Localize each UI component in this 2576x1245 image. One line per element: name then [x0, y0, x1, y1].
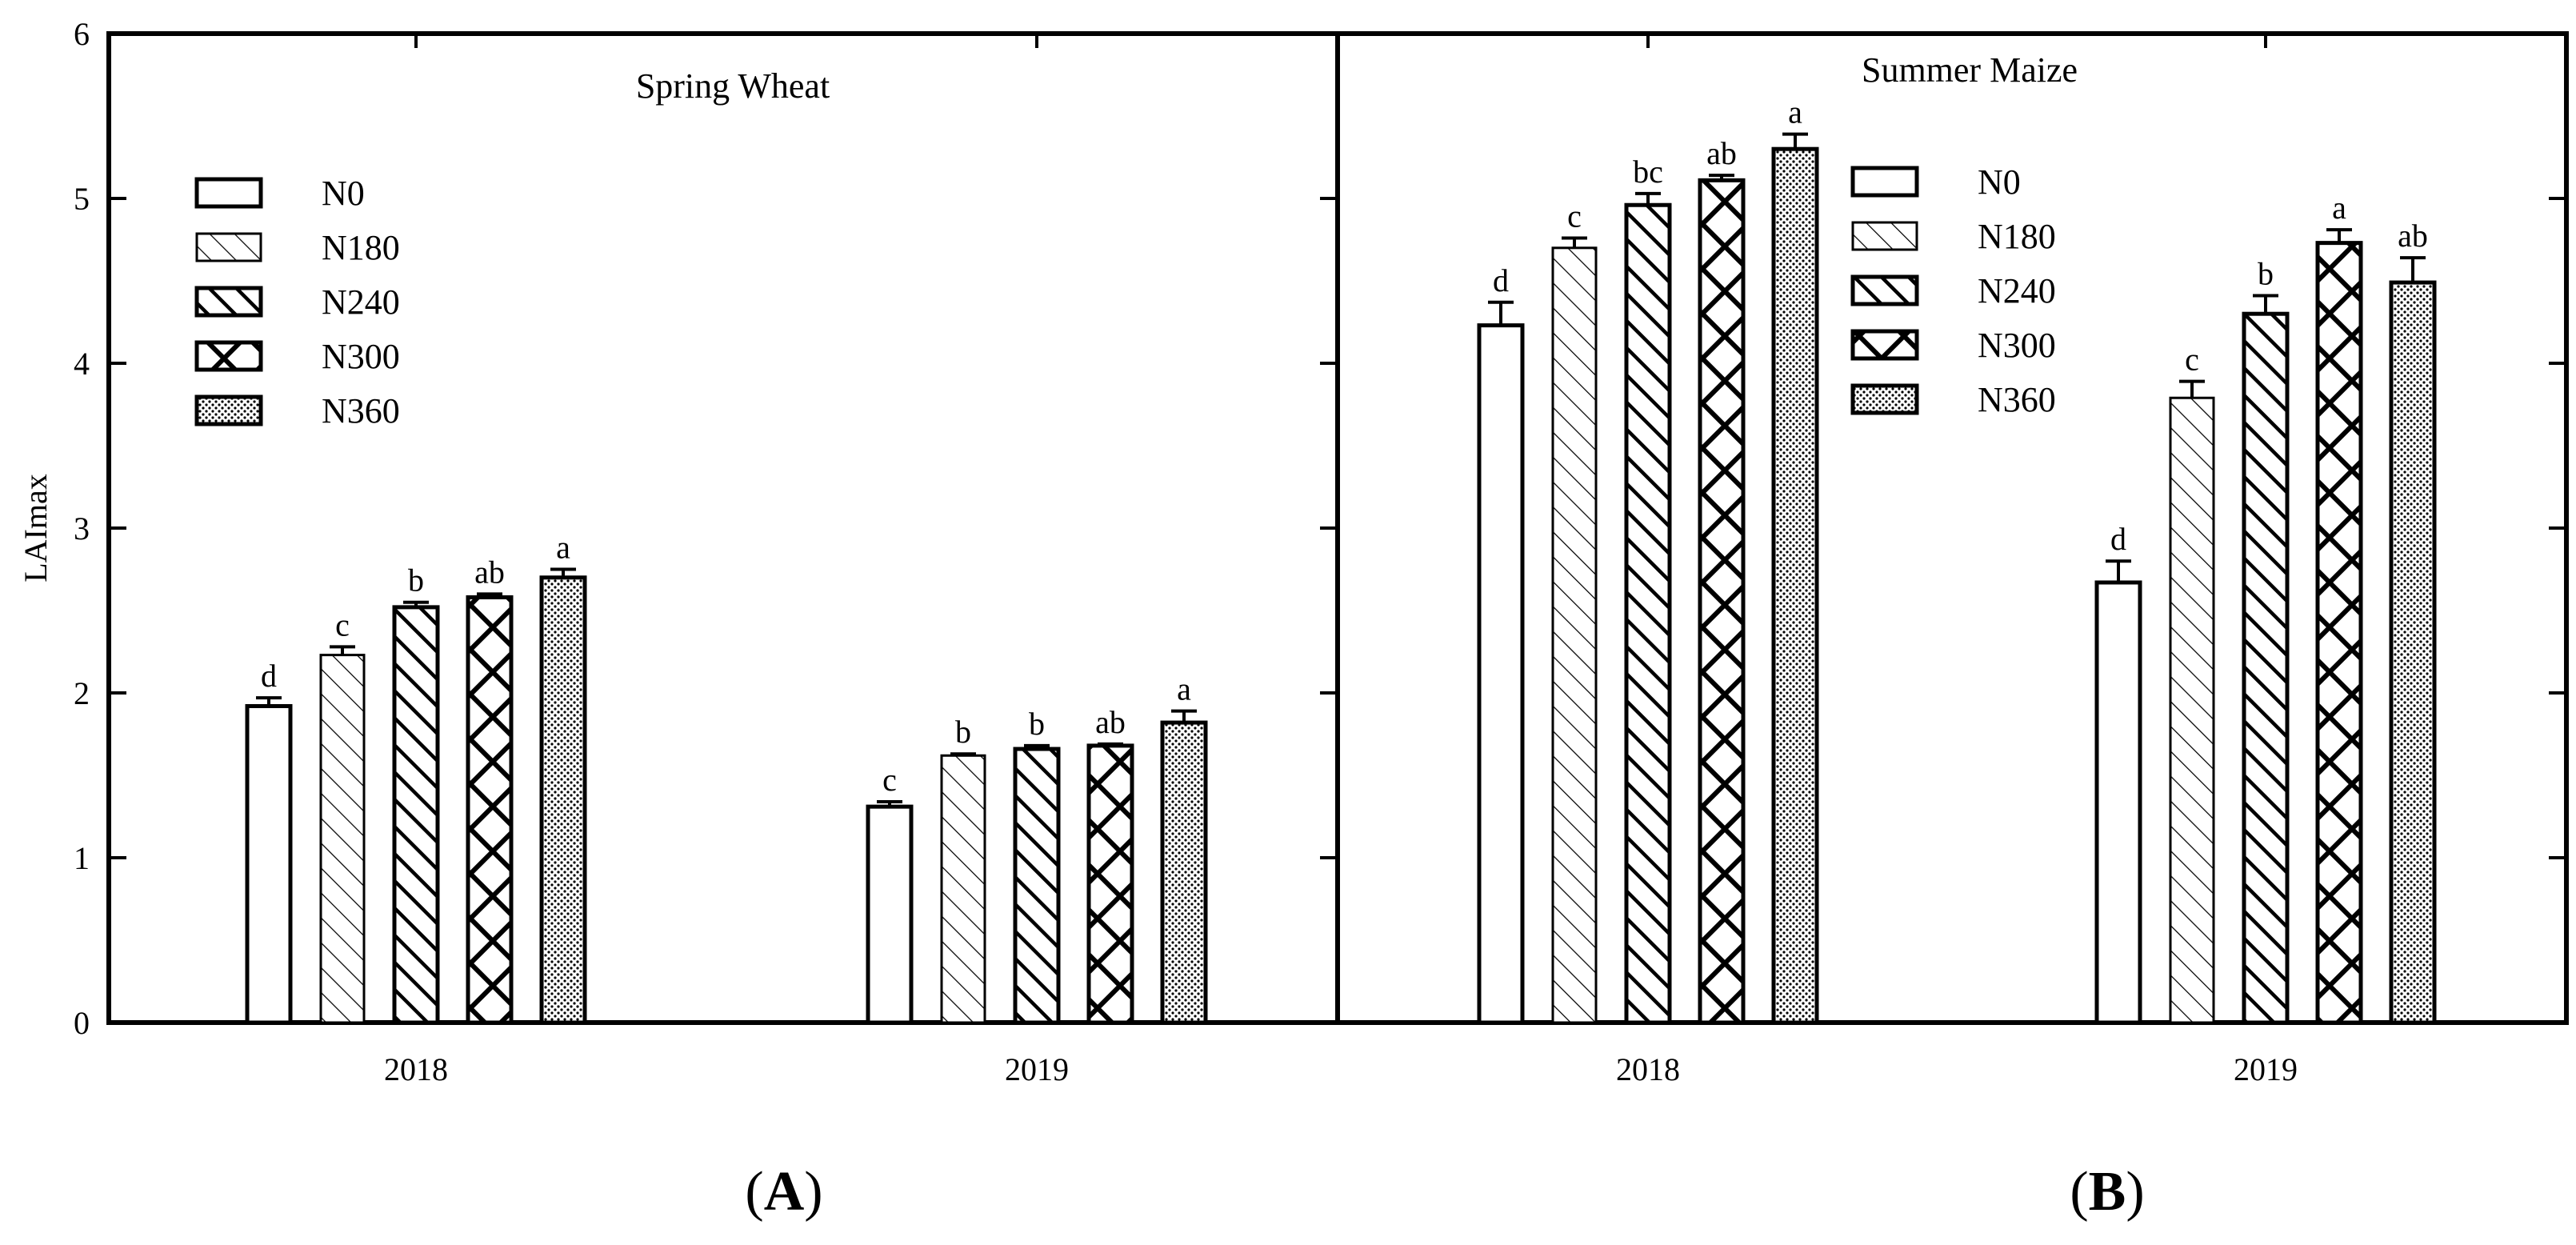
bar-n180-2019: [2169, 396, 2215, 1024]
legend-label-n300: N300: [322, 337, 400, 376]
panel-a-frame: [106, 31, 1340, 1025]
bar-n240-2019: [2242, 311, 2290, 1025]
significance-label: ab: [474, 554, 505, 590]
legend-label-n360: N360: [322, 391, 400, 430]
x-category-label: 2018: [1616, 1051, 1680, 1087]
bar-n0-2019: [2094, 580, 2142, 1025]
significance-label: c: [1567, 198, 1582, 234]
significance-label: d: [261, 658, 277, 694]
bar-n360-2019: [2389, 280, 2437, 1025]
y-tick-label: 6: [74, 16, 90, 52]
significance-label: a: [1788, 94, 1802, 130]
y-tick-label: 1: [74, 840, 90, 876]
legend-label-n180: N180: [322, 228, 400, 267]
significance-label: ab: [1095, 704, 1126, 740]
legend-label-n240: N240: [1978, 271, 2056, 310]
panel-b-title: Summer Maize: [1862, 50, 2078, 90]
x-category-label: 2019: [2234, 1051, 2298, 1087]
legend-swatch-n180: [1851, 221, 1918, 251]
y-axis-label: LAImax: [18, 474, 54, 582]
bar-n300-2018: [1698, 178, 1746, 1025]
significance-label: b: [408, 562, 424, 598]
legend-label-n0: N0: [1978, 162, 2021, 202]
significance-label: c: [882, 762, 897, 798]
panel-b-caption: (B): [2070, 1161, 2144, 1223]
y-tick-label: 5: [74, 181, 90, 217]
panel-b-legend: N0 N180 N240 N300 N360: [1850, 162, 2056, 419]
panel-a-bars: 2018 d c b ab a 2019 c b b ab a: [245, 34, 1208, 1087]
significance-label: a: [1177, 671, 1191, 707]
significance-label: c: [335, 606, 350, 643]
legend-swatch-n0: [1850, 166, 1919, 198]
significance-label: ab: [2398, 218, 2428, 254]
bar-n240-2018: [392, 605, 440, 1025]
bar-n180-2019: [940, 754, 986, 1024]
bar-n300-2019: [2315, 241, 2363, 1025]
bar-n0-2018: [1477, 323, 1525, 1025]
legend-label-n240: N240: [322, 282, 400, 322]
legend-swatch-n0: [194, 177, 263, 209]
legend-swatch-n180: [195, 232, 262, 262]
legend-label-n300: N300: [1978, 326, 2056, 365]
bar-n300-2019: [1086, 743, 1134, 1025]
legend-swatch-n360: [1850, 383, 1919, 415]
significance-label: a: [556, 530, 570, 566]
panel-a-caption: (A): [745, 1161, 822, 1223]
bar-n360-2018: [539, 575, 587, 1025]
y-axis: 0 1 2 3 4 5 6: [74, 16, 2566, 1041]
y-tick-label: 0: [74, 1005, 90, 1041]
bar-n360-2019: [1160, 720, 1208, 1025]
significance-label: d: [2110, 521, 2126, 557]
significance-label: ab: [1706, 135, 1737, 171]
y-tick-label: 4: [74, 346, 90, 382]
bar-n360-2018: [1771, 146, 1819, 1025]
legend-swatch-n360: [194, 394, 263, 426]
significance-label: b: [1029, 706, 1045, 742]
significance-label: c: [2185, 342, 2199, 378]
legend-label-n360: N360: [1978, 380, 2056, 419]
bar-n240-2019: [1013, 747, 1061, 1025]
legend-swatch-n240: [1850, 274, 1919, 306]
significance-label: d: [1493, 262, 1509, 298]
significance-label: b: [2258, 256, 2274, 292]
panel-a-title: Spring Wheat: [636, 66, 830, 106]
bar-n240-2018: [1624, 202, 1672, 1025]
legend-swatch-n300: [1850, 329, 1919, 361]
panel-a-legend: N0 N180 N240 N300 N360: [194, 174, 400, 430]
x-category-label: 2019: [1005, 1051, 1069, 1087]
bar-n180-2018: [1551, 246, 1598, 1024]
bar-n0-2019: [866, 804, 914, 1025]
significance-label: bc: [1633, 154, 1663, 190]
panel-b-bars: 2018 d c bc ab a 2019 d c b a ab: [1477, 34, 2437, 1087]
significance-label: b: [955, 714, 971, 750]
y-tick-label: 3: [74, 510, 90, 546]
significance-label: a: [2332, 190, 2346, 226]
x-category-label: 2018: [384, 1051, 448, 1087]
y-tick-label: 2: [74, 675, 90, 711]
bar-n0-2018: [245, 703, 293, 1025]
legend-swatch-n240: [194, 286, 263, 318]
bar-n180-2018: [319, 654, 366, 1024]
legend-label-n0: N0: [322, 174, 365, 213]
legend-label-n180: N180: [1978, 217, 2056, 256]
bar-n300-2018: [466, 595, 514, 1025]
legend-swatch-n300: [194, 340, 263, 372]
